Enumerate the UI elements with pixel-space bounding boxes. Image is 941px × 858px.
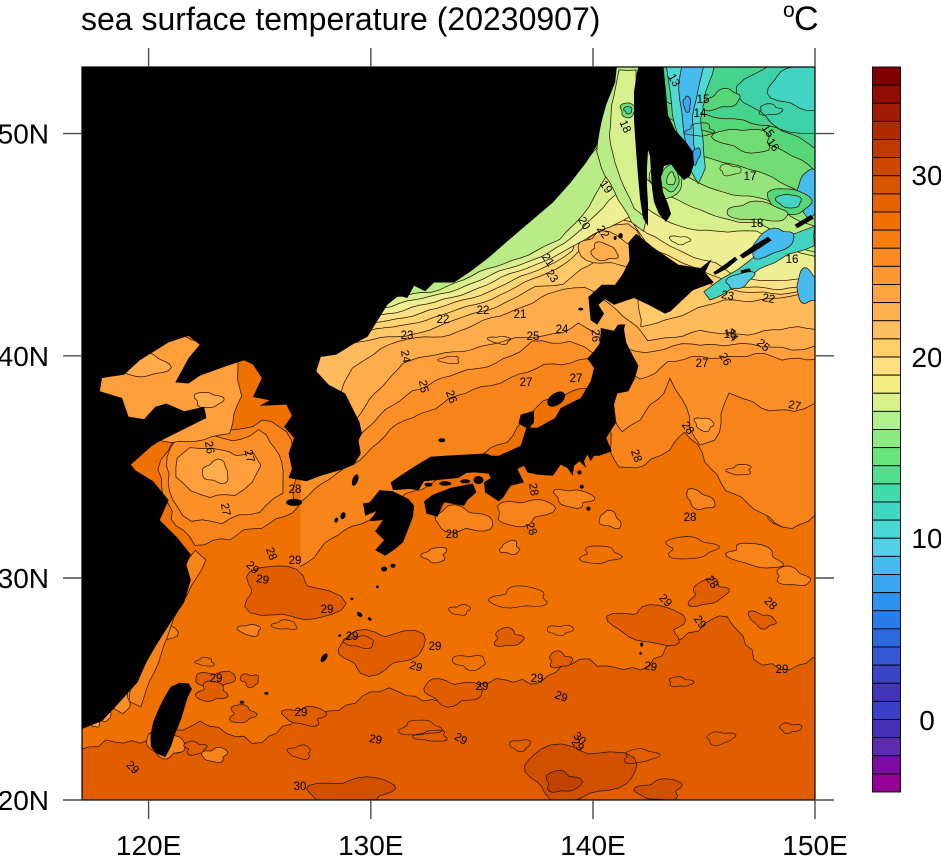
svg-text:150E: 150E: [782, 830, 847, 858]
svg-text:28: 28: [526, 482, 540, 497]
svg-text:13: 13: [665, 72, 682, 89]
svg-text:26: 26: [202, 440, 216, 455]
svg-text:20: 20: [575, 215, 592, 232]
svg-text:30N: 30N: [0, 563, 49, 594]
svg-text:23: 23: [401, 330, 414, 342]
svg-text:29: 29: [346, 631, 359, 643]
svg-text:29: 29: [210, 673, 223, 685]
svg-text:22: 22: [761, 292, 776, 306]
svg-text:29: 29: [776, 664, 789, 676]
svg-text:26: 26: [443, 389, 459, 405]
svg-text:29: 29: [289, 555, 302, 567]
svg-text:30: 30: [911, 160, 941, 191]
svg-text:28: 28: [523, 521, 539, 537]
svg-text:18: 18: [751, 218, 764, 230]
svg-text:29: 29: [255, 573, 270, 587]
svg-text:140E: 140E: [560, 830, 625, 858]
svg-text:29: 29: [321, 604, 334, 616]
svg-text:40N: 40N: [0, 341, 49, 372]
svg-text:27: 27: [787, 399, 802, 413]
svg-text:C: C: [794, 0, 819, 38]
svg-text:120E: 120E: [116, 830, 181, 858]
svg-text:28: 28: [263, 546, 279, 562]
svg-text:26: 26: [588, 329, 601, 343]
svg-text:22: 22: [437, 314, 450, 326]
svg-text:28: 28: [289, 484, 302, 496]
svg-text:25: 25: [527, 331, 540, 343]
svg-text:29: 29: [452, 731, 469, 748]
svg-text:28: 28: [628, 448, 644, 464]
svg-text:28: 28: [684, 512, 697, 524]
svg-text:10: 10: [911, 523, 941, 554]
svg-text:50N: 50N: [0, 119, 49, 150]
svg-text:14: 14: [694, 108, 707, 120]
svg-text:16: 16: [786, 254, 799, 266]
svg-text:29: 29: [476, 681, 489, 693]
svg-text:29: 29: [531, 673, 544, 685]
svg-text:29: 29: [553, 689, 569, 705]
svg-text:30: 30: [294, 781, 307, 793]
svg-text:27: 27: [570, 373, 583, 385]
svg-text:0: 0: [919, 705, 935, 736]
svg-text:24: 24: [398, 349, 412, 364]
svg-text:23: 23: [654, 291, 667, 303]
svg-text:29: 29: [295, 707, 308, 719]
svg-text:18: 18: [617, 118, 633, 135]
svg-text:23: 23: [720, 289, 735, 303]
svg-text:24: 24: [556, 324, 569, 336]
svg-text:o: o: [783, 0, 795, 22]
svg-text:28: 28: [446, 529, 459, 541]
svg-text:17: 17: [744, 171, 757, 183]
svg-text:27: 27: [218, 502, 232, 517]
svg-text:15: 15: [697, 94, 710, 106]
svg-text:sea surface temperature (20230: sea surface temperature (20230907): [81, 1, 600, 37]
svg-text:22: 22: [477, 305, 490, 317]
svg-text:29: 29: [643, 660, 658, 674]
svg-text:25: 25: [416, 379, 430, 394]
svg-text:27: 27: [696, 358, 709, 370]
svg-text:29: 29: [429, 641, 442, 653]
svg-text:20N: 20N: [0, 785, 49, 816]
svg-text:18: 18: [724, 329, 737, 341]
svg-text:26: 26: [716, 351, 733, 368]
svg-text:20: 20: [911, 342, 941, 373]
svg-text:27: 27: [241, 448, 256, 463]
svg-text:27: 27: [520, 377, 533, 389]
svg-text:29: 29: [408, 660, 423, 675]
svg-text:130E: 130E: [338, 830, 403, 858]
svg-text:29: 29: [368, 733, 383, 747]
svg-text:21: 21: [514, 309, 527, 321]
